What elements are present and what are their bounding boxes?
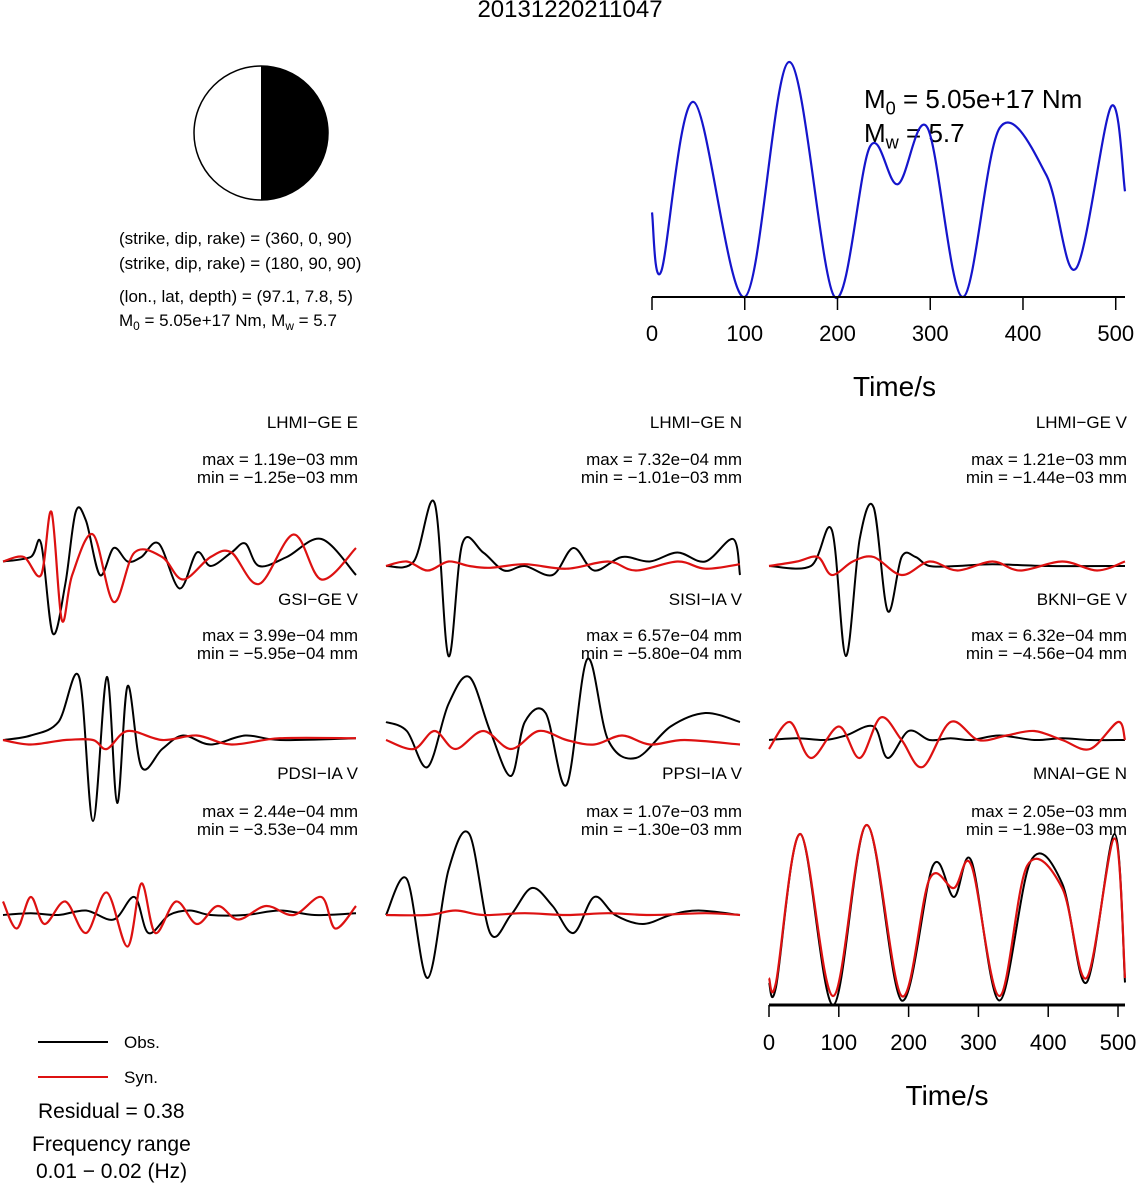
frequency-range-label: Frequency range <box>32 1133 191 1156</box>
page-title: 20131220211047 <box>477 0 663 23</box>
source-time-function-plot: 0 100 200 300 400 500 Time/s <box>646 60 1134 402</box>
waveform-x-tick-label: 500 <box>1100 1030 1137 1055</box>
stf-x-axis-label: Time/s <box>853 371 936 402</box>
stf-x-tick-label: 400 <box>1005 321 1042 346</box>
station-label: PPSI−IA V <box>662 764 742 783</box>
station-max-amplitude: max = 3.99e−04 mm <box>202 626 358 645</box>
waveform-x-tick-label: 0 <box>763 1030 775 1055</box>
station-min-amplitude: min = −5.95e−04 mm <box>196 644 358 663</box>
station-label: SISI−IA V <box>668 590 742 609</box>
station-max-amplitude: max = 7.32e−04 mm <box>586 450 742 469</box>
station-label: GSI−GE V <box>278 590 358 609</box>
station-label: BKNI−GE V <box>1036 590 1127 609</box>
beachball <box>193 65 329 201</box>
station-max-amplitude: max = 2.05e−03 mm <box>971 802 1127 821</box>
station-panel <box>768 502 1126 658</box>
stf-x-tick-label: 100 <box>726 321 763 346</box>
waveform-x-tick-label: 300 <box>960 1030 997 1055</box>
legend-label-obs: Obs. <box>124 1033 160 1052</box>
observed-waveform <box>385 657 741 787</box>
station-min-amplitude: min = −1.30e−03 mm <box>580 820 742 839</box>
observed-waveform <box>768 724 1126 759</box>
station-label: LHMI−GE N <box>649 413 742 432</box>
synthetic-waveform <box>1 882 357 948</box>
synthetic-waveform <box>2 729 357 751</box>
stf-curve <box>650 60 1127 299</box>
nodal-plane-1: (strike, dip, rake) = (360, 0, 90) <box>119 229 352 248</box>
waveform-x-tick-label: 400 <box>1030 1030 1067 1055</box>
station-label: LHMI−GE E <box>266 413 358 432</box>
station-panel <box>2 506 357 636</box>
station-max-amplitude: max = 2.44e−04 mm <box>202 802 358 821</box>
observed-waveform <box>385 499 741 658</box>
observed-waveform <box>768 502 1126 658</box>
station-min-amplitude: min = −5.80e−04 mm <box>580 644 742 663</box>
legend-label-syn: Syn. <box>124 1068 158 1087</box>
synthetic-waveform <box>385 560 741 572</box>
nodal-plane-2: (strike, dip, rake) = (180, 90, 90) <box>119 254 362 273</box>
stf-x-tick-label: 300 <box>912 321 949 346</box>
event-location: (lon., lat, depth) = (97.1, 7.8, 5) <box>119 287 353 306</box>
station-min-amplitude: min = −3.53e−04 mm <box>196 820 358 839</box>
synthetic-waveform <box>385 909 741 917</box>
station-panel <box>767 823 1127 1007</box>
observed-waveform <box>385 830 741 980</box>
station-min-amplitude: min = −1.44e−03 mm <box>965 468 1127 487</box>
station-panel <box>1 882 357 948</box>
stf-x-tick-label: 500 <box>1097 321 1134 346</box>
waveform-x-tick-label: 200 <box>890 1030 927 1055</box>
stf-mw-label: Mw = 5.7 <box>864 118 965 153</box>
synthetic-waveform <box>385 729 741 751</box>
station-panel <box>385 830 741 980</box>
synthetic-waveform <box>768 555 1126 577</box>
station-max-amplitude: max = 6.57e−04 mm <box>586 626 742 645</box>
station-min-amplitude: min = −1.25e−03 mm <box>196 468 358 487</box>
station-label: MNAI−GE N <box>1033 764 1127 783</box>
residual-label: Residual = 0.38 <box>38 1100 185 1123</box>
beachball-outline <box>193 65 329 201</box>
station-panel <box>768 716 1127 769</box>
station-label: PDSI−IA V <box>277 764 358 783</box>
waveform-x-axis-label: Time/s <box>906 1080 989 1111</box>
synthetic-waveform <box>768 716 1127 769</box>
observed-waveform <box>768 823 1126 1007</box>
observed-waveform <box>2 895 357 935</box>
synthetic-waveform <box>2 510 357 623</box>
station-panel <box>2 672 357 823</box>
waveform-time-axis: 0 100 200 300 400 500 Time/s <box>763 1003 1137 1111</box>
beachball-compressional-quadrant <box>261 66 328 200</box>
station-panel <box>385 657 741 787</box>
waveform-panels <box>1 499 1127 1007</box>
moment-magnitude-line: M0 = 5.05e+17 Nm, Mw = 5.7 <box>119 311 337 334</box>
stf-moment-label: M0 = 5.05e+17 Nm <box>864 84 1083 119</box>
synthetic-waveform <box>767 823 1127 998</box>
observed-waveform <box>2 672 357 823</box>
station-min-amplitude: min = −1.98e−03 mm <box>965 820 1127 839</box>
station-min-amplitude: min = −4.56e−04 mm <box>965 644 1127 663</box>
station-max-amplitude: max = 6.32e−04 mm <box>971 626 1127 645</box>
station-min-amplitude: min = −1.01e−03 mm <box>580 468 742 487</box>
legend: Obs. Syn. <box>38 1033 160 1087</box>
station-max-amplitude: max = 1.07e−03 mm <box>586 802 742 821</box>
stf-x-tick-label: 200 <box>819 321 856 346</box>
stf-x-tick-label: 0 <box>646 321 658 346</box>
frequency-range-value: 0.01 − 0.02 (Hz) <box>36 1160 188 1183</box>
station-max-amplitude: max = 1.19e−03 mm <box>202 450 358 469</box>
waveform-x-tick-label: 100 <box>820 1030 857 1055</box>
observed-waveform <box>2 506 357 636</box>
station-max-amplitude: max = 1.21e−03 mm <box>971 450 1127 469</box>
station-label: LHMI−GE V <box>1035 413 1127 432</box>
station-panel <box>385 499 741 658</box>
